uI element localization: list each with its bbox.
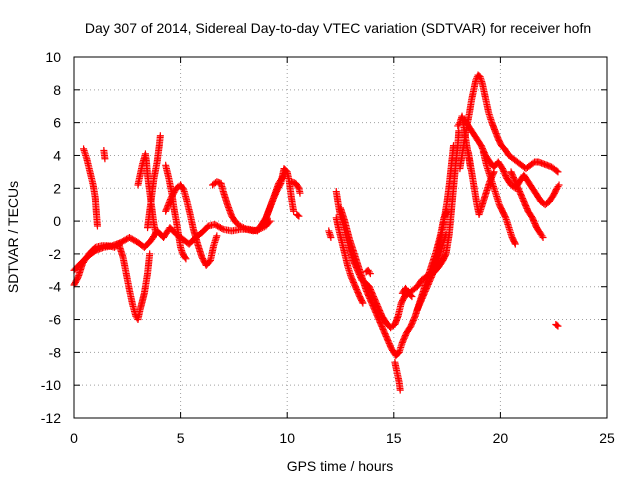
data-point	[539, 234, 547, 241]
data-point	[552, 186, 560, 194]
series-track-s	[391, 358, 404, 394]
data-point	[553, 321, 561, 329]
x-tick-label: 0	[70, 430, 78, 446]
y-axis-ticks: -12 -10 -8 -6 -4 -2 0 2 4 6 8 10	[41, 49, 607, 426]
x-tick-label: 20	[493, 430, 509, 446]
y-tick-label: 6	[53, 115, 61, 131]
data-point	[181, 254, 189, 262]
series-track-h	[162, 161, 190, 263]
x-tick-label: 10	[279, 430, 295, 446]
data-point	[213, 232, 221, 240]
data-point	[555, 181, 563, 189]
series-track-aa	[507, 168, 547, 241]
data-point	[408, 293, 416, 301]
series-track-y	[460, 115, 563, 209]
data-point	[265, 218, 273, 226]
data-point	[407, 291, 415, 299]
series-track-i	[162, 181, 221, 269]
series-track-x	[456, 71, 562, 176]
x-axis-label: GPS time / hours	[287, 458, 394, 474]
y-tick-label: 4	[53, 147, 61, 163]
series-track-u	[413, 230, 450, 314]
series-track-l	[287, 178, 304, 197]
data-point	[101, 155, 109, 163]
data-point	[238, 223, 246, 231]
y-tick-label: -6	[49, 312, 62, 328]
data-point	[554, 183, 562, 191]
data-point	[396, 386, 404, 394]
y-tick-label: 0	[53, 213, 61, 229]
data-point	[359, 299, 367, 307]
data-point	[365, 268, 373, 276]
y-tick-label: 2	[53, 180, 61, 196]
data-point	[276, 181, 284, 189]
y-tick-label: 10	[45, 49, 61, 65]
data-point	[511, 240, 519, 248]
data-point	[259, 224, 267, 232]
y-tick-label: 8	[53, 82, 61, 98]
series-track-n	[325, 227, 335, 241]
chart-title: Day 307 of 2014, Sidereal Day-to-day VTE…	[85, 20, 591, 36]
data-point	[358, 298, 366, 306]
x-axis-ticks: 0 5 10 15 20 25	[70, 57, 615, 446]
data-point	[241, 224, 249, 232]
data-point	[218, 224, 226, 232]
series-track-k	[260, 165, 298, 228]
data-point	[501, 212, 509, 220]
data-point	[152, 230, 160, 238]
data-point	[511, 239, 519, 247]
series-track-e	[115, 240, 154, 324]
series-track-d	[100, 147, 109, 163]
data-point	[156, 132, 164, 140]
data-points	[70, 71, 563, 394]
y-tick-label: -8	[49, 344, 62, 360]
x-tick-label: 25	[599, 430, 615, 446]
series-track-j	[209, 178, 274, 235]
data-point	[239, 224, 247, 232]
y-axis-label: SDTVAR / TECUs	[5, 181, 21, 293]
data-point	[257, 224, 265, 232]
y-tick-label: -4	[49, 279, 62, 295]
data-point	[489, 169, 497, 177]
plot-frame	[73, 56, 608, 419]
data-point	[553, 167, 561, 175]
series-track-ab	[464, 148, 498, 219]
data-point	[538, 232, 546, 240]
data-point	[290, 207, 298, 215]
series-track-p	[337, 204, 451, 360]
y-tick-label: -12	[41, 410, 61, 426]
series-track-g	[144, 132, 164, 232]
data-point	[327, 234, 335, 241]
series-track-q	[332, 214, 367, 307]
data-point	[441, 251, 449, 259]
x-tick-label: 15	[386, 430, 402, 446]
data-point	[554, 322, 562, 330]
series-track-ac	[552, 320, 562, 330]
data-point	[366, 270, 374, 278]
data-point	[554, 168, 562, 176]
data-point	[294, 211, 302, 219]
data-point	[236, 222, 244, 230]
data-point	[296, 189, 304, 197]
data-point	[490, 168, 498, 176]
data-point	[182, 255, 190, 263]
y-tick-label: -10	[41, 377, 61, 393]
data-point	[93, 222, 101, 230]
y-tick-label: -2	[49, 246, 62, 262]
x-tick-label: 5	[177, 430, 185, 446]
data-point	[449, 142, 457, 150]
series-track-m	[293, 211, 303, 220]
series-track-t	[398, 284, 416, 301]
series-track-v	[432, 142, 457, 268]
data-point	[146, 250, 154, 258]
data-point	[255, 225, 263, 233]
series-track-c	[80, 145, 101, 230]
data-point	[295, 212, 303, 220]
series-track-b	[70, 240, 123, 289]
series-track-r	[362, 266, 374, 278]
